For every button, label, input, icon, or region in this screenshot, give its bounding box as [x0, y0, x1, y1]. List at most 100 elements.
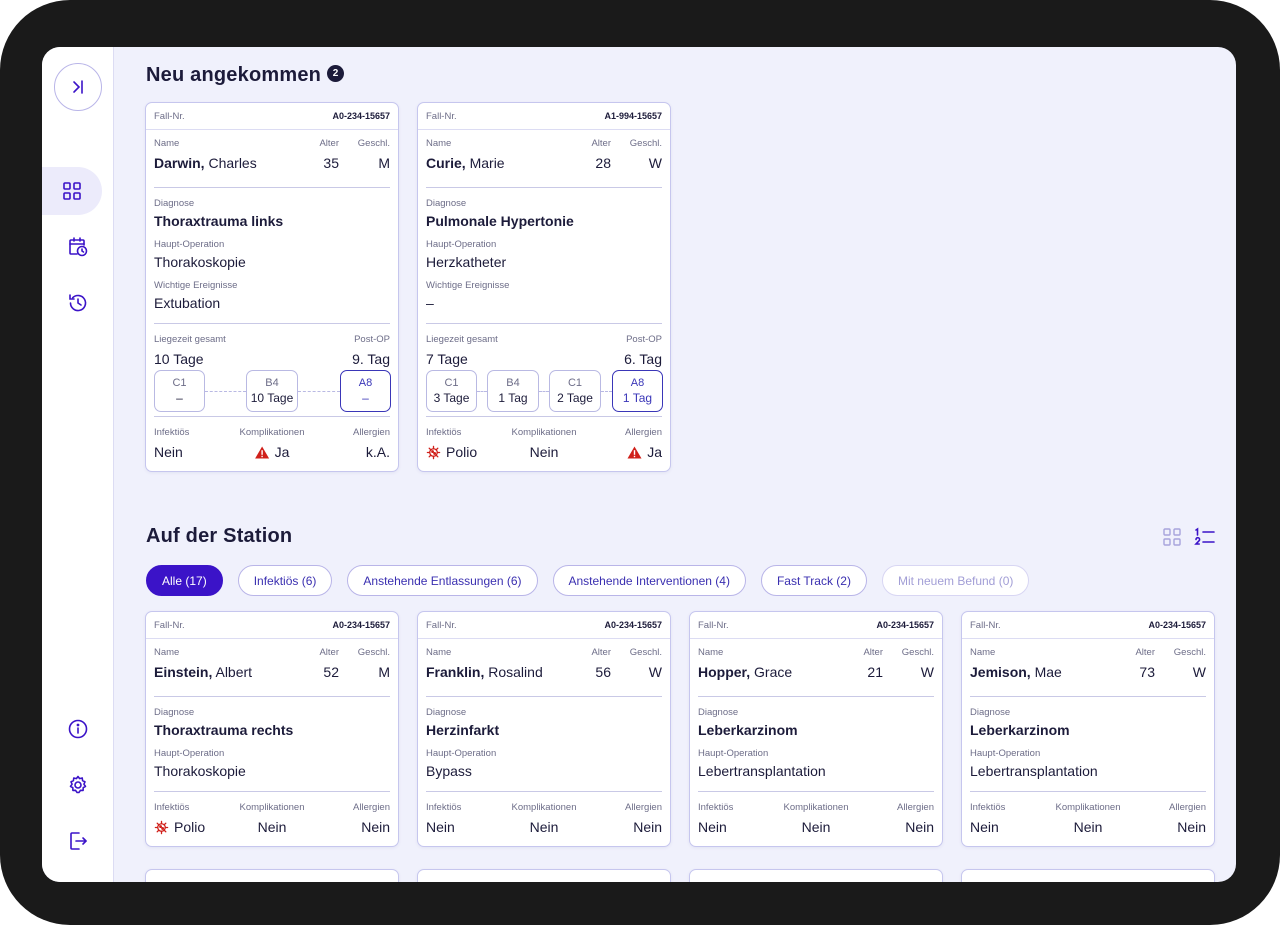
app-screen: Neu angekommen 2 Fall-Nr. A0-234-15657 Na… — [42, 47, 1236, 882]
station-chip[interactable]: B4 1 Tag — [487, 370, 539, 412]
complications-label: Komplikationen — [511, 802, 577, 813]
diagnosis-label: Diagnose — [698, 707, 739, 718]
patient-card[interactable]: Fall-Nr. A0-234-15657 Name Alter Geschl.… — [145, 102, 399, 472]
infectious-value: Polio — [154, 819, 205, 835]
sidebar-item-calendar[interactable] — [42, 223, 114, 271]
allergies-value: Ja — [627, 444, 662, 460]
age-label: Alter — [863, 647, 883, 658]
patient-age: 73 — [1139, 664, 1155, 680]
allergies-text: Ja — [647, 444, 662, 460]
section-title-new-arrivals: Neu angekommen 2 — [146, 64, 345, 87]
station-timeline: C1 – B4 10 Tage A8 – — [154, 362, 391, 414]
patient-card[interactable]: Fall-Nr. A0-234-15657 Name Alter Geschl.… — [961, 611, 1215, 847]
patient-card-partial[interactable] — [417, 869, 671, 882]
allergies-value: Nein — [1177, 819, 1206, 835]
list-view-button[interactable] — [1194, 527, 1216, 552]
station-chip[interactable]: C1 3 Tage — [426, 370, 477, 412]
filter-chip-discharges[interactable]: Anstehende Entlassungen (6) — [347, 565, 538, 596]
age-label: Alter — [1135, 647, 1155, 658]
card-header: Fall-Nr. A0-234-15657 — [690, 612, 942, 639]
infectious-label: Infektiös — [426, 802, 462, 813]
card-header: Fall-Nr. A0-234-15657 — [146, 612, 398, 639]
filter-chip-interventions[interactable]: Anstehende Interventionen (4) — [552, 565, 746, 596]
station-code: A8 — [630, 377, 645, 389]
section-title-station: Auf der Station — [146, 525, 293, 547]
filter-chips: Alle (17) Infektiös (6) Anstehende Entla… — [146, 565, 1030, 596]
case-no: A0-234-15657 — [332, 620, 390, 630]
warning-icon — [627, 446, 642, 458]
infectious-text: Nein — [426, 819, 455, 835]
station-duration: 1 Tag — [498, 391, 528, 405]
infectious-label: Infektiös — [426, 427, 462, 438]
filter-chip-new-finding[interactable]: Mit neuem Befund (0) — [881, 565, 1030, 596]
filter-chip-infectious[interactable]: Infektiös (6) — [237, 565, 333, 596]
name-label: Name — [970, 647, 996, 658]
allergies-text: Nein — [633, 819, 662, 835]
allergies-value: Nein — [633, 819, 662, 835]
name-label: Name — [154, 647, 180, 658]
expand-sidebar-button[interactable] — [54, 63, 102, 111]
patient-card-partial[interactable] — [145, 869, 399, 882]
post-op-day: 6. Tag — [624, 351, 662, 367]
allergies-value: Nein — [361, 819, 390, 835]
complications-value: Nein — [802, 819, 831, 835]
allergies-label: Allergien — [353, 802, 390, 813]
diagnosis: Leberkarzinom — [698, 722, 798, 738]
main-op-label: Haupt-Operation — [154, 748, 225, 759]
name-label: Name — [426, 647, 452, 658]
case-no-label: Fall-Nr. — [426, 110, 457, 122]
sex-label: Geschl. — [629, 138, 662, 149]
first-name: Albert — [215, 664, 253, 680]
station-chip-current[interactable]: A8 1 Tag — [612, 370, 663, 412]
station-chip[interactable]: C1 2 Tage — [549, 370, 601, 412]
sidebar-item-history[interactable] — [42, 279, 114, 327]
patient-age: 35 — [323, 155, 339, 171]
stay-total: 7 Tage — [426, 351, 468, 367]
station-timeline: C1 3 Tage B4 1 Tag C1 2 Tage A8 1 Tag — [426, 362, 663, 414]
card-header: Fall-Nr. A0-234-15657 — [962, 612, 1214, 639]
sidebar-item-logout[interactable] — [42, 817, 114, 865]
infectious-value: Nein — [698, 819, 727, 835]
filter-chip-fast-track[interactable]: Fast Track (2) — [760, 565, 867, 596]
station-chip-current[interactable]: A8 – — [340, 370, 391, 412]
station-chip[interactable]: C1 – — [154, 370, 205, 412]
station-duration: 1 Tag — [622, 391, 653, 405]
filter-chip-all[interactable]: Alle (17) — [146, 565, 223, 596]
patient-card-partial[interactable] — [689, 869, 943, 882]
complications-text: Nein — [257, 819, 287, 835]
patient-card[interactable]: Fall-Nr. A1-994-15657 Name Alter Geschl.… — [417, 102, 671, 472]
virus-icon — [154, 820, 169, 834]
allergies-text: Nein — [361, 819, 390, 835]
complications-value: Nein — [530, 444, 559, 460]
station-chip[interactable]: B4 10 Tage — [246, 370, 298, 412]
diagnosis: Thoraxtrauma links — [154, 213, 284, 229]
patient-card-partial[interactable] — [961, 869, 1215, 882]
case-no: A0-234-15657 — [332, 111, 390, 121]
calendar-clock-icon — [69, 237, 88, 257]
allergies-label: Allergien — [353, 427, 390, 438]
main-op: Bypass — [426, 763, 472, 779]
diagnosis-label: Diagnose — [154, 198, 195, 209]
allergies-label: Allergien — [897, 802, 934, 813]
sidebar-item-dashboard[interactable] — [42, 167, 102, 215]
infectious-value: Nein — [154, 444, 183, 460]
station-code: B4 — [506, 377, 520, 389]
station-code: A8 — [358, 377, 373, 389]
infectious-value: Nein — [426, 819, 455, 835]
diagnosis-label: Diagnose — [154, 707, 195, 718]
infectious-value: Polio — [426, 444, 477, 460]
patient-name: Darwin, Charles — [154, 155, 257, 171]
diagnosis-label: Diagnose — [426, 707, 467, 718]
patient-card[interactable]: Fall-Nr. A0-234-15657 Name Alter Geschl.… — [145, 611, 399, 847]
main-op: Thorakoskopie — [154, 254, 246, 270]
patient-card[interactable]: Fall-Nr. A0-234-15657 Name Alter Geschl.… — [689, 611, 943, 847]
last-name: Franklin, — [426, 664, 485, 680]
station-duration: 2 Tage — [557, 391, 593, 405]
sidebar-item-info[interactable] — [42, 705, 114, 753]
patient-name: Franklin, Rosalind — [426, 664, 543, 680]
grid-view-button[interactable] — [1162, 527, 1182, 552]
patient-card[interactable]: Fall-Nr. A0-234-15657 Name Alter Geschl.… — [417, 611, 671, 847]
sidebar — [42, 47, 114, 882]
sidebar-item-settings[interactable] — [42, 761, 114, 809]
main-op: Lebertransplantation — [970, 763, 1098, 779]
